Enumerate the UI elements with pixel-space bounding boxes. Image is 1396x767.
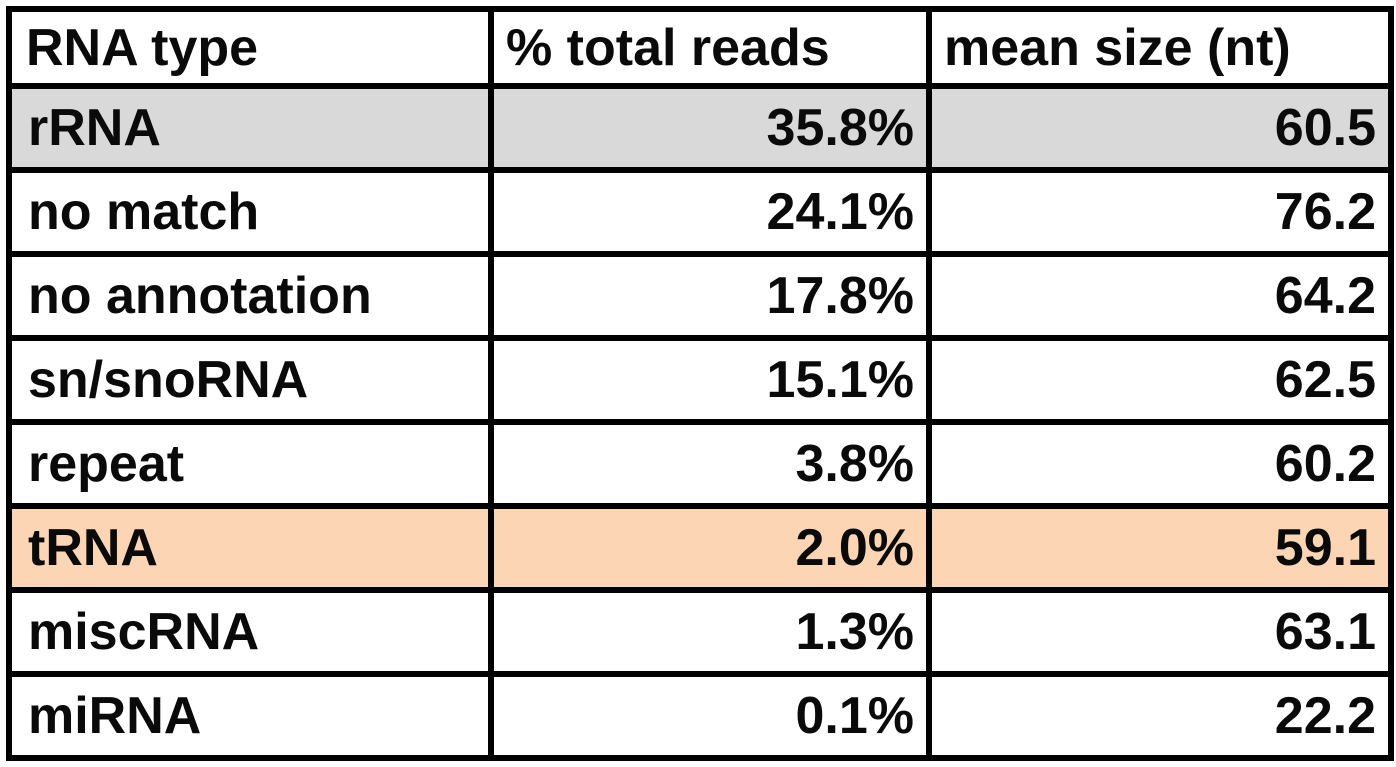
table-row: tRNA 2.0% 59.1 [6,503,1394,593]
mean-size-cell: 62.5 [926,335,1394,425]
rna-type-cell: miscRNA [6,587,494,677]
percent-total-reads-cell: 3.8% [488,419,932,509]
table-row: rRNA 35.8% 60.5 [6,83,1394,173]
rna-type-cell: no match [6,167,494,257]
rna-type-cell: tRNA [6,503,494,593]
header-row: RNA type % total reads mean size (nt) [6,6,1394,89]
mean-size-cell: 60.2 [926,419,1394,509]
table-row: miRNA 0.1% 22.2 [6,671,1394,761]
table-row: no annotation 17.8% 64.2 [6,251,1394,341]
percent-total-reads-cell: 2.0% [488,503,932,593]
rna-type-cell: sn/snoRNA [6,335,494,425]
mean-size-cell: 76.2 [926,167,1394,257]
percent-total-reads-cell: 15.1% [488,335,932,425]
table-row: miscRNA 1.3% 63.1 [6,587,1394,677]
percent-total-reads-cell: 35.8% [488,83,932,173]
rna-type-cell: rRNA [6,83,494,173]
percent-total-reads-cell: 24.1% [488,167,932,257]
mean-size-cell: 60.5 [926,83,1394,173]
mean-size-cell: 64.2 [926,251,1394,341]
rna-type-table: RNA type % total reads mean size (nt) rR… [6,6,1394,761]
mean-size-cell: 59.1 [926,503,1394,593]
percent-total-reads-cell: 0.1% [488,671,932,761]
header-rna-type: RNA type [6,6,494,89]
rna-type-cell: repeat [6,419,494,509]
mean-size-cell: 22.2 [926,671,1394,761]
percent-total-reads-cell: 1.3% [488,587,932,677]
header-percent-total-reads: % total reads [488,6,932,89]
rna-type-cell: no annotation [6,251,494,341]
table-row: repeat 3.8% 60.2 [6,419,1394,509]
percent-total-reads-cell: 17.8% [488,251,932,341]
rna-type-cell: miRNA [6,671,494,761]
header-mean-size: mean size (nt) [926,6,1394,89]
table-row: no match 24.1% 76.2 [6,167,1394,257]
table-row: sn/snoRNA 15.1% 62.5 [6,335,1394,425]
mean-size-cell: 63.1 [926,587,1394,677]
